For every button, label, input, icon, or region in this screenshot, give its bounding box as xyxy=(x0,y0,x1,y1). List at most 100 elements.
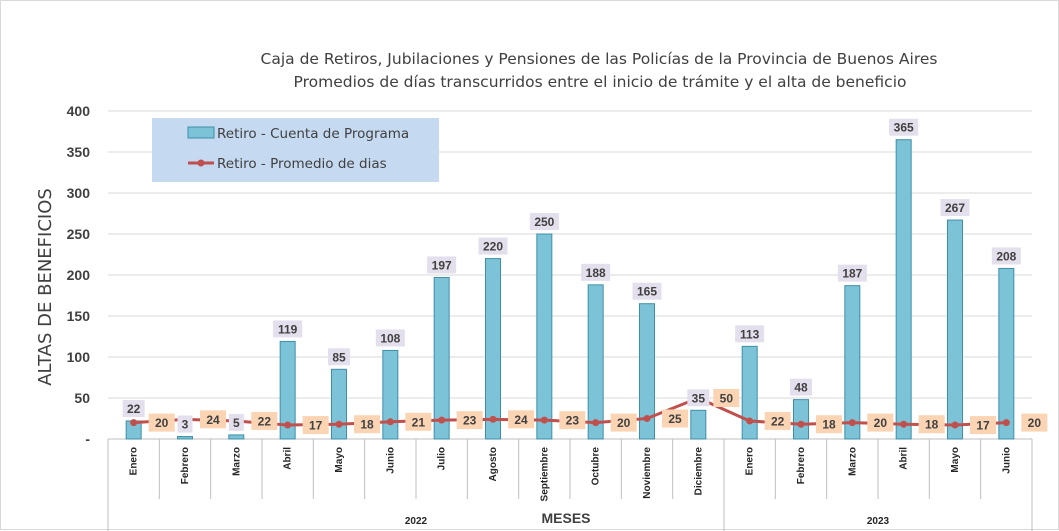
x-tick-label-18: Junio xyxy=(1001,447,1012,474)
bar-8 xyxy=(485,258,501,440)
legend-bar-swatch xyxy=(187,126,215,139)
line-value-label-14: 18 xyxy=(822,418,836,432)
bar-value-label-2: 3 xyxy=(182,418,189,432)
x-tick-label-13: Enero xyxy=(745,447,756,475)
bar-2 xyxy=(177,436,193,440)
line-point-5 xyxy=(335,420,343,428)
bar-label-bg-10 xyxy=(581,263,611,281)
bar-11 xyxy=(639,303,655,440)
line-value-label-6: 21 xyxy=(412,415,426,429)
bar-value-label-17: 267 xyxy=(945,201,965,215)
line-value-label-4: 17 xyxy=(309,419,323,433)
line-point-11 xyxy=(643,415,651,422)
line-value-label-7: 23 xyxy=(463,414,477,428)
data-labels: 223 5119851081972202501881653511348187365… xyxy=(122,118,1048,435)
bar-label-bg-3 xyxy=(228,413,244,431)
bar-label-bg-8 xyxy=(478,237,508,255)
line-point-8 xyxy=(489,415,497,423)
y-tick-label-150: 150 xyxy=(67,308,91,324)
x-tick-label-11: Noviembre xyxy=(642,447,653,499)
x-tick-label-17: Mayo xyxy=(950,447,961,473)
bar-label-bg-9 xyxy=(529,213,559,230)
line-label-bg-15 xyxy=(867,413,894,432)
bar-value-label-7: 197 xyxy=(432,258,452,272)
bar-17 xyxy=(947,219,963,440)
y-tick-label-400: 400 xyxy=(67,103,91,119)
line-point-4 xyxy=(284,421,292,429)
line-point-18 xyxy=(1002,419,1010,427)
bar-value-label-9: 250 xyxy=(534,215,554,229)
bar-label-bg-12 xyxy=(687,389,710,407)
line-label-bg-13 xyxy=(764,411,791,430)
line-point-15 xyxy=(848,419,856,427)
legend-line-label: Retiro - Promedio de dias xyxy=(217,156,387,172)
line-value-label-15: 20 xyxy=(874,416,888,430)
bar-10 xyxy=(587,284,604,440)
x-tick-label-10: Octubre xyxy=(591,447,602,486)
y-tick-label-0: - xyxy=(85,431,90,447)
bar-value-label-1: 22 xyxy=(127,402,141,416)
x-tick-label-7: Julio xyxy=(437,447,448,470)
line-point-14 xyxy=(797,420,805,428)
line-point-1 xyxy=(130,419,138,427)
bar-value-label-15: 187 xyxy=(842,267,862,281)
bar-18 xyxy=(998,267,1015,440)
y-tick-label-250: 250 xyxy=(67,226,91,242)
bar-label-bg-1 xyxy=(122,399,145,417)
line-label-bg-6 xyxy=(405,412,432,431)
x-tick-label-15: Marzo xyxy=(847,447,858,476)
bar-4 xyxy=(279,340,296,440)
line-label-bg-11 xyxy=(662,409,688,428)
bar-label-bg-16 xyxy=(889,118,919,136)
x-tick-label-8: Agosto xyxy=(488,447,499,481)
line-label-bg-14 xyxy=(816,415,842,434)
x-tick-label-16: Abril xyxy=(899,447,910,470)
line-point-7 xyxy=(438,416,446,424)
chart-subtitle: Promedios de días transcurridos entre el… xyxy=(294,73,907,91)
x-tick-label-2: Febrero xyxy=(180,447,191,484)
bar-value-label-14: 48 xyxy=(794,381,808,395)
legend: Retiro - Cuenta de Programa Retiro - Pro… xyxy=(152,118,439,182)
x-tick-label-12: Diciembre xyxy=(693,447,704,496)
line-value-label-12: 50 xyxy=(720,392,734,406)
x-tick-label-5: Mayo xyxy=(334,447,345,473)
x-axis-label: MESES xyxy=(541,510,590,526)
line-value-label-17: 17 xyxy=(976,419,990,433)
line-value-label-8: 24 xyxy=(514,413,528,427)
bar-label-bg-2 xyxy=(177,415,193,433)
bar-6 xyxy=(382,349,399,440)
line-value-label-2: 24 xyxy=(206,413,220,427)
bar-9 xyxy=(536,233,553,440)
bar-16 xyxy=(895,139,912,440)
line-point-6 xyxy=(386,418,394,426)
line-label-bg-17 xyxy=(970,416,996,435)
bar-label-bg-7 xyxy=(427,256,457,274)
line-point-16 xyxy=(900,420,908,428)
y-tick-label-100: 100 xyxy=(67,349,91,365)
bar-value-label-13: 113 xyxy=(740,327,760,341)
bar-series xyxy=(125,139,1015,440)
bar-value-label-16: 365 xyxy=(894,121,914,135)
legend-line-marker xyxy=(197,159,205,167)
line-point-9 xyxy=(540,416,548,424)
line-value-label-11: 25 xyxy=(668,412,682,426)
bar-label-bg-6 xyxy=(375,329,405,347)
x-tick-label-6: Junio xyxy=(385,447,396,474)
bar-label-bg-14 xyxy=(790,378,812,396)
bar-value-label-18: 208 xyxy=(996,249,1016,263)
line-label-bg-3 xyxy=(251,411,278,430)
bar-value-label-4: 119 xyxy=(278,322,298,336)
bar-13 xyxy=(741,345,758,440)
y-tick-label-350: 350 xyxy=(67,144,91,160)
line-value-label-1: 20 xyxy=(155,416,169,430)
x-group-label-2023: 2023 xyxy=(867,516,890,527)
line-label-bg-12 xyxy=(713,389,740,407)
bar-label-bg-13 xyxy=(735,325,765,343)
line-value-label-3: 22 xyxy=(258,414,272,428)
bar-3 xyxy=(228,434,245,440)
y-tick-label-200: 200 xyxy=(67,267,91,283)
line-label-bg-10 xyxy=(610,413,637,432)
bar-value-label-10: 188 xyxy=(586,266,606,280)
